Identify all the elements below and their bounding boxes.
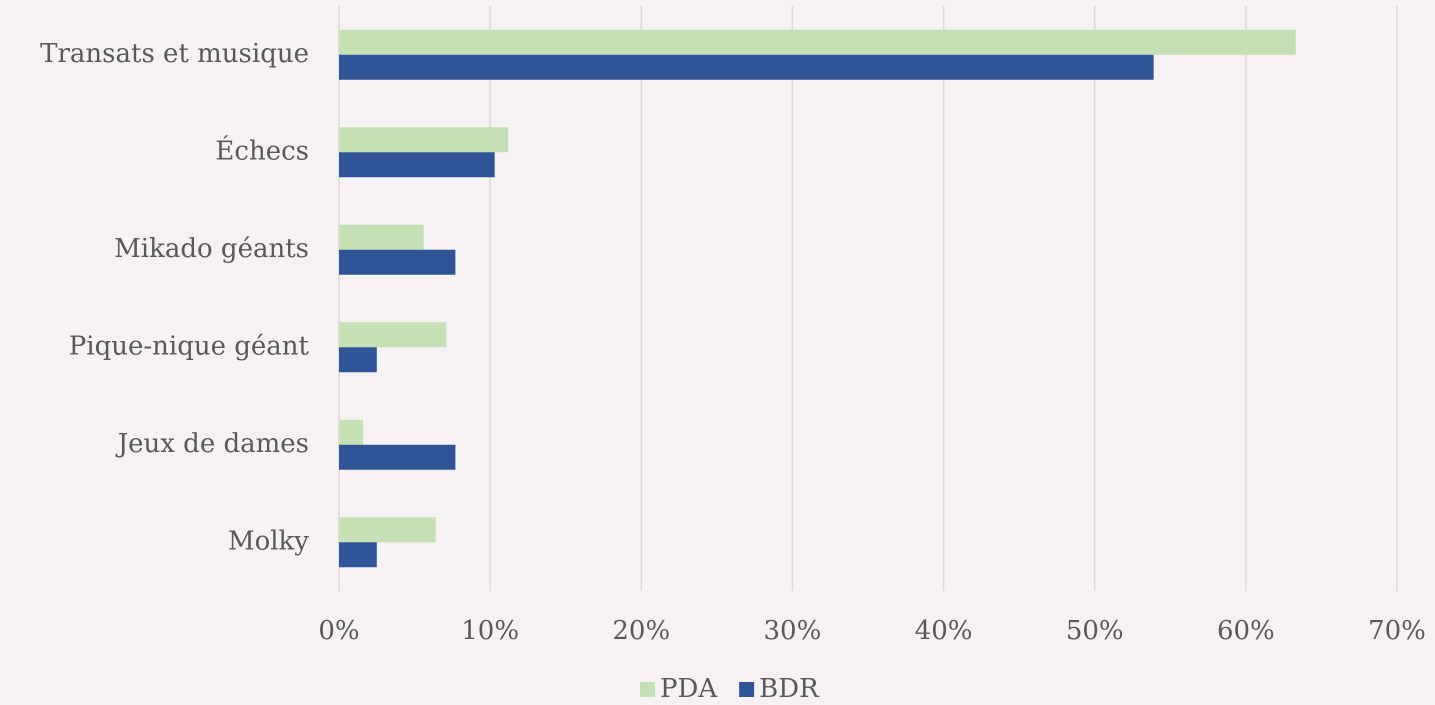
- x-tick-label: 40%: [915, 616, 973, 646]
- x-tick-label: 0%: [318, 616, 359, 646]
- bar: [339, 444, 456, 470]
- bar: [339, 249, 456, 275]
- x-tick-label: 30%: [764, 616, 822, 646]
- legend-label: PDA: [660, 674, 718, 704]
- bar: [339, 29, 1296, 55]
- bar: [339, 347, 377, 373]
- x-tick-label: 60%: [1217, 616, 1275, 646]
- bar: [339, 152, 495, 178]
- legend-swatch: [739, 682, 755, 697]
- bar: [339, 54, 1154, 80]
- y-tick-label: Transats et musique: [40, 39, 309, 69]
- bar: [339, 224, 424, 250]
- x-tick-label: 20%: [612, 616, 670, 646]
- bar: [339, 419, 364, 445]
- y-tick-label: Jeux de dames: [115, 429, 309, 459]
- legend-swatch: [640, 682, 655, 697]
- legend-label: BDR: [759, 674, 820, 704]
- x-tick-label: 70%: [1368, 616, 1426, 646]
- y-tick-label: Échecs: [215, 134, 309, 166]
- x-tick-label: 50%: [1066, 616, 1124, 646]
- y-tick-label: Pique-nique géant: [69, 331, 310, 361]
- bar: [339, 542, 377, 568]
- bar: [339, 517, 436, 543]
- bar: [339, 127, 509, 153]
- x-tick-label: 10%: [461, 616, 519, 646]
- bar: [339, 322, 447, 348]
- y-tick-label: Mikado géants: [114, 234, 309, 264]
- y-tick-label: Molky: [228, 526, 309, 556]
